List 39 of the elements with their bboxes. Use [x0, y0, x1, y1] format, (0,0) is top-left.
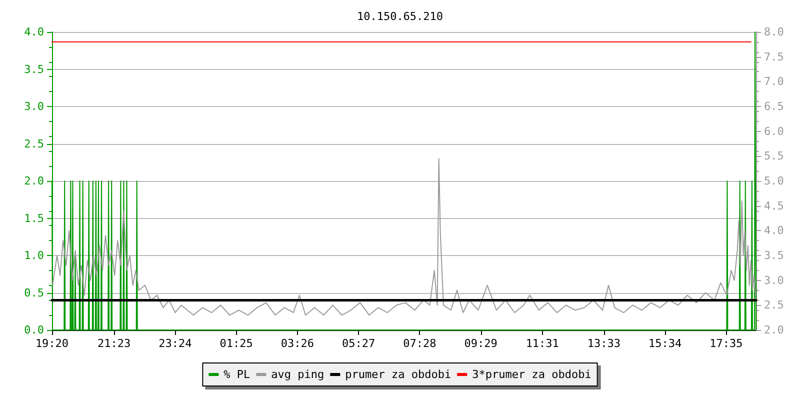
y-tick-label: 1.5: [24, 212, 44, 225]
y-tick-label: 0.0: [24, 324, 44, 336]
y-tick-label: 4.0: [24, 26, 44, 38]
y2-tick-label: 2.0: [764, 324, 784, 336]
y2-tick-label: 3.5: [764, 249, 784, 262]
x-tick-label: 03:26: [280, 337, 314, 350]
x-tick-label: 23:24: [158, 337, 192, 350]
x-tick-label: 05:27: [342, 337, 376, 350]
x-tick-label: 01:25: [220, 337, 253, 350]
chart-title: 10.150.65.210: [356, 10, 444, 23]
y2-tick-label: 6.5: [764, 100, 784, 113]
x-tick-label: 17:35: [710, 337, 743, 350]
x-tick-label: 07:28: [403, 337, 436, 350]
x-tick-label: 21:23: [98, 337, 131, 350]
x-tick-label: 13:33: [587, 337, 621, 350]
y2-tick-label: 2.5: [764, 298, 784, 312]
y2-tick-label: 4.5: [764, 199, 784, 212]
x-tick-label: 15:34: [648, 337, 682, 350]
legend-label: prumer za obdobi: [345, 368, 452, 381]
x-tick-label: 09:29: [464, 337, 498, 350]
legend-label: avg ping: [271, 368, 324, 381]
y2-tick-label: 8.0: [764, 26, 784, 38]
x-tick-label: 19:20: [35, 337, 69, 350]
x-tick-label: 11:31: [526, 337, 559, 350]
y2-tick-label: 7.0: [764, 75, 784, 88]
y2-tick-label: 3.0: [764, 274, 784, 287]
legend-label: % PL: [224, 368, 251, 381]
y-tick-label: 1.0: [24, 249, 44, 262]
y-tick-label: 2.0: [24, 174, 44, 188]
y-tick-label: 3.0: [24, 100, 44, 113]
y-tick-label: 3.5: [24, 62, 44, 76]
y2-tick-label: 5.0: [764, 174, 784, 188]
legend-label: 3*prumer za obdobi: [472, 368, 592, 381]
y2-tick-label: 7.5: [764, 50, 784, 64]
y-tick-label: 0.5: [24, 286, 44, 300]
y2-tick-label: 5.5: [764, 150, 784, 163]
y2-tick-label: 4.0: [764, 224, 784, 238]
y-tick-label: 2.5: [24, 137, 44, 150]
y2-tick-label: 6.0: [764, 124, 784, 138]
